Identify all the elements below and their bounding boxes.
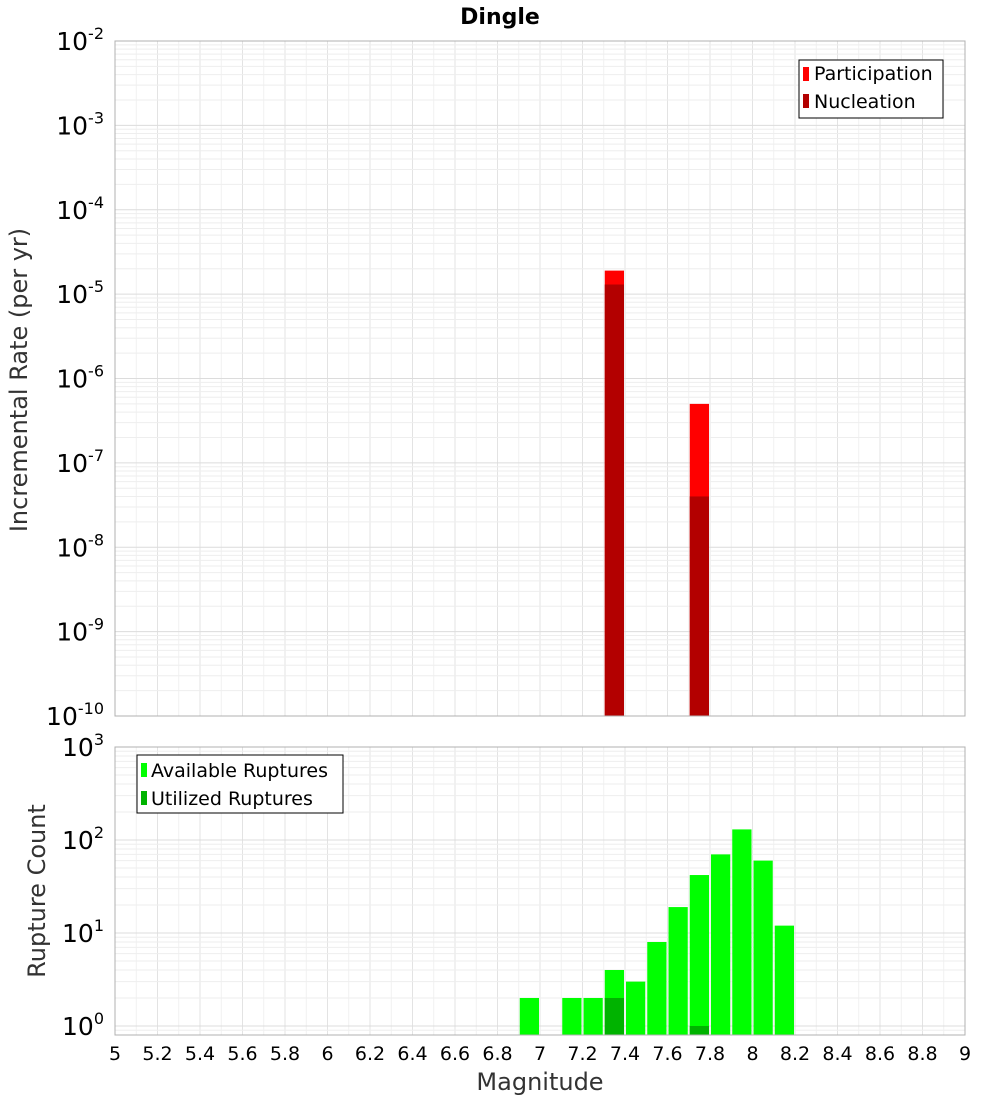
x-tick-label: 8 [746, 1043, 758, 1065]
x-tick-label: 6 [321, 1043, 333, 1065]
bottom-gridlines [114, 746, 966, 1036]
x-tick-label: 5.2 [142, 1043, 172, 1065]
x-tick-labels: 5 5.2 5.4 5.6 5.8 6 6.2 6.4 6.6 6.8 7 7.2 7.4 7.6 7.8 8… [109, 1043, 971, 1065]
legend-swatch-available [141, 763, 147, 777]
legend-label-available: Available Ruptures [151, 760, 328, 782]
top-y-tick-label: 10-5 [56, 277, 104, 309]
bot-bar-available-ruptures [711, 854, 731, 1035]
legend-label-nucleation: Nucleation [814, 91, 916, 113]
x-axis-label: Magnitude [476, 1068, 603, 1096]
legend-label-participation: Participation [814, 63, 933, 85]
bot-bar-available-ruptures [774, 925, 794, 1035]
legend-swatch-utilized [141, 791, 147, 805]
top-legend: Participation Nucleation [798, 59, 944, 119]
top-y-tick-label: 10-3 [56, 108, 104, 140]
bot-y-tick-label: 102 [62, 823, 104, 855]
top-y-tick-label: 10-2 [56, 24, 104, 56]
x-tick-label: 7.8 [695, 1043, 725, 1065]
top-y-tick-label: 10-7 [56, 446, 104, 478]
x-tick-label: 9 [959, 1043, 971, 1065]
x-tick-label: 8.2 [780, 1043, 810, 1065]
top-bars [604, 270, 709, 716]
bot-bar-utilized-ruptures [604, 997, 624, 1035]
x-tick-label: 7.2 [567, 1043, 597, 1065]
x-tick-label: 8.8 [907, 1043, 937, 1065]
x-tick-label: 6.8 [482, 1043, 512, 1065]
bot-bar-utilized-ruptures [689, 1025, 709, 1035]
top-gridlines [114, 40, 966, 717]
bottom-y-tick-labels: 103 102 101 100 [62, 730, 104, 1041]
top-y-tick-label: 10-4 [56, 193, 104, 225]
x-tick-label: 5.6 [227, 1043, 257, 1065]
top-y-tick-label: 10-8 [56, 530, 104, 562]
bot-bar-available-ruptures [583, 997, 603, 1035]
top-legend-box [798, 59, 944, 119]
top-y-tick-label: 10-6 [56, 362, 104, 394]
x-tick-label: 5.4 [185, 1043, 215, 1065]
top-y-tick-label: 10-9 [56, 615, 104, 647]
x-tick-label: 6.4 [397, 1043, 427, 1065]
top-plot-border [114, 40, 966, 717]
legend-swatch-participation [803, 67, 809, 81]
bot-y-tick-label: 101 [62, 916, 104, 948]
x-tick-label: 7.4 [610, 1043, 640, 1065]
bot-y-tick-label: 100 [62, 1009, 104, 1041]
legend-swatch-nucleation [803, 94, 809, 108]
x-tick-label: 5 [109, 1043, 121, 1065]
top-y-axis-label: Incremental Rate (per yr) [5, 228, 33, 532]
bottom-bars [519, 829, 794, 1035]
bot-y-tick-label: 103 [62, 730, 104, 762]
top-y-tick-label: 10-10 [46, 699, 104, 731]
top-bar-nucleation [689, 496, 709, 716]
bottom-plot-border [114, 746, 966, 1036]
x-tick-label: 6.2 [355, 1043, 385, 1065]
bot-bar-available-ruptures [647, 942, 667, 1035]
top-plot-panel: 10-2 10-3 10-4 10-5 10-6 10-7 10-8 10-9 10-10 In… [5, 24, 966, 731]
top-y-tick-labels: 10-2 10-3 10-4 10-5 10-6 10-7 10-8 10-9 10-10 [46, 24, 104, 731]
bottom-y-axis-label: Rupture Count [23, 804, 51, 978]
legend-label-utilized: Utilized Ruptures [151, 788, 313, 810]
bottom-legend-box [136, 754, 344, 814]
bottom-legend: Available Ruptures Utilized Ruptures [136, 754, 344, 814]
x-tick-label: 7.6 [652, 1043, 682, 1065]
top-bar-nucleation [604, 284, 624, 716]
bot-bar-available-ruptures [689, 875, 709, 1035]
x-tick-label: 8.6 [865, 1043, 895, 1065]
bot-bar-available-ruptures [668, 907, 688, 1035]
x-tick-label: 6.6 [440, 1043, 470, 1065]
bot-bar-available-ruptures [626, 981, 646, 1035]
x-tick-label: 7 [534, 1043, 546, 1065]
chart-title: Dingle [460, 5, 540, 30]
x-tick-label: 5.8 [270, 1043, 300, 1065]
x-tick-label: 8.4 [822, 1043, 852, 1065]
bot-bar-available-ruptures [562, 997, 582, 1035]
bot-bar-available-ruptures [753, 860, 773, 1035]
bot-bar-available-ruptures [732, 829, 752, 1035]
bot-bar-available-ruptures [519, 997, 539, 1035]
bottom-plot-panel: 103 102 101 100 5 5.2 5.4 5.6 5.8 6 6.2 6.4 6.6 6.8 7… [23, 730, 971, 1096]
